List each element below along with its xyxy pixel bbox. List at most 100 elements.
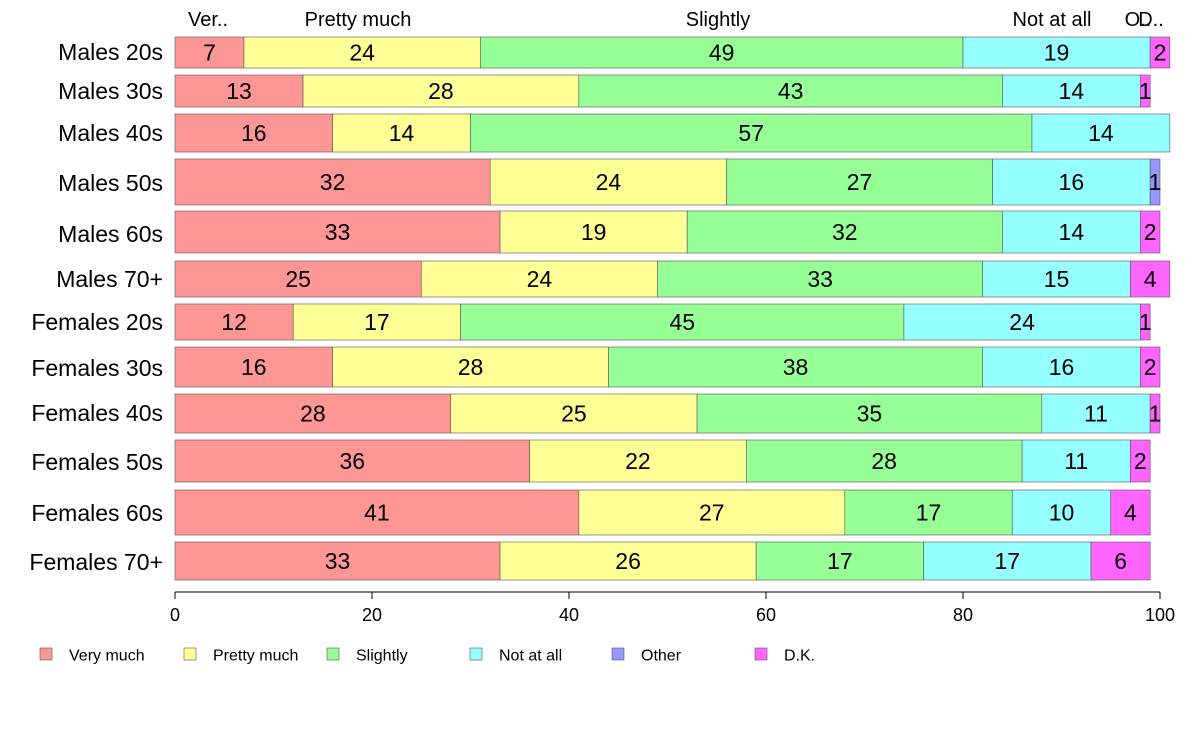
bar-segment-females-30s-d-k [1140, 346, 1161, 388]
data-label-males-20s-not-at-all: 19 [1044, 40, 1070, 66]
data-label-females-50s-pretty-much: 22 [625, 448, 651, 474]
data-label-females-50s-not-at-all: 11 [1064, 448, 1088, 474]
data-label-males-40s-slightly: 57 [738, 120, 764, 146]
data-label-females-50s-slightly: 28 [871, 448, 897, 474]
data-label-males-20s-very-much: 7 [203, 40, 216, 66]
bar-segment-females-70-very-much [174, 541, 501, 581]
x-tick-label-100: 100 [1145, 605, 1175, 625]
data-label-females-70-pretty-much: 26 [615, 548, 641, 574]
bar-segment-females-60s-slightly [844, 489, 1013, 536]
row-label-males-60s: Males 60s [58, 221, 163, 247]
bar-segment-females-60s-not-at-all [1011, 489, 1112, 536]
bar-segment-females-70-d-k [1090, 541, 1151, 581]
data-label-females-40s-d-k: 1 [1149, 401, 1162, 427]
bar-segment-males-70-very-much [174, 260, 422, 298]
bar-segment-females-40s-not-at-all [1041, 393, 1151, 434]
bar-segment-males-60s-d-k [1140, 210, 1161, 254]
row-label-females-40s: Females 40s [31, 400, 163, 426]
bar-segment-males-60s-not-at-all [1002, 210, 1141, 254]
bar-segment-males-60s-very-much [174, 210, 501, 254]
data-label-males-60s-very-much: 33 [325, 219, 351, 245]
data-label-females-70-slightly: 17 [827, 548, 853, 574]
data-label-males-40s-very-much: 16 [241, 120, 267, 146]
data-label-males-70-d-k: 4 [1144, 266, 1157, 292]
x-tick-label-0: 0 [170, 605, 180, 625]
legend: Very much Pretty much Slightly Not at all Ot… [39, 647, 815, 665]
top-category-labels: Ver.. Pretty much Slightly Not at all O..D.. [188, 9, 1164, 31]
data-label-females-70-d-k: 6 [1114, 548, 1127, 574]
bar-segment-males-30s-pretty-much [302, 74, 580, 108]
bar-segment-females-30s-very-much [174, 346, 333, 388]
data-label-males-40s-not-at-all: 14 [1088, 120, 1114, 146]
bar-segment-females-50s-very-much [174, 439, 530, 483]
row-labels: Males 20s Males 30s Males 40s Males 50s Male… [29, 39, 163, 575]
data-label-males-30s-not-at-all: 14 [1059, 78, 1085, 104]
data-label-females-40s-not-at-all: 11 [1084, 401, 1108, 427]
data-label-females-20s-d-k: 1 [1139, 309, 1152, 335]
data-label-males-30s-very-much: 13 [226, 78, 252, 104]
data-label-males-60s-pretty-much: 19 [581, 219, 607, 245]
data-label-females-20s-very-much: 12 [221, 309, 247, 335]
data-label-males-30s-d-k: 1 [1139, 78, 1152, 104]
data-label-males-60s-d-k: 2 [1144, 219, 1157, 245]
bar-segment-males-50s-very-much [174, 158, 491, 206]
data-label-females-60s-not-at-all: 10 [1049, 500, 1075, 526]
data-label-males-70-pretty-much: 24 [527, 266, 553, 292]
data-label-males-70-slightly: 33 [807, 266, 833, 292]
legend-label-d-k: D.K. [784, 648, 815, 665]
bar-segment-females-20s-d-k [1140, 303, 1151, 341]
bar-segment-females-40s-d-k [1149, 393, 1161, 434]
bar-segment-females-30s-slightly [608, 346, 984, 388]
data-label-females-30s-very-much: 16 [241, 354, 267, 380]
data-label-males-70-very-much: 25 [285, 266, 311, 292]
data-label-females-50s-d-k: 2 [1134, 448, 1147, 474]
legend-swatch-other [611, 647, 625, 661]
bar-segment-females-60s-pretty-much [578, 489, 846, 536]
legend-label-not-at-all: Not at all [499, 648, 562, 665]
bar-segment-females-50s-d-k [1130, 439, 1151, 483]
bar-segment-females-40s-very-much [174, 393, 452, 434]
row-label-females-30s: Females 30s [31, 355, 163, 381]
data-label-males-50s-very-much: 32 [320, 169, 346, 195]
data-label-females-30s-slightly: 38 [783, 354, 809, 380]
bar-segment-females-30s-pretty-much [332, 346, 609, 388]
bar-segment-males-60s-pretty-much [499, 210, 688, 254]
row-label-males-20s: Males 20s [58, 39, 163, 65]
data-label-males-50s-not-at-all: 16 [1059, 169, 1085, 195]
data-label-females-40s-slightly: 35 [857, 401, 883, 427]
bar-segment-males-40s-pretty-much [332, 113, 471, 153]
data-label-females-20s-slightly: 45 [669, 309, 695, 335]
top-label-slightly: Slightly [686, 9, 750, 31]
data-label-females-40s-pretty-much: 25 [561, 401, 587, 427]
bar-segment-males-60s-slightly [686, 210, 1003, 254]
bar-segment-males-40s-not-at-all [1031, 113, 1171, 153]
data-label-females-30s-pretty-much: 28 [458, 354, 484, 380]
data-label-females-60s-slightly: 17 [916, 500, 942, 526]
bar-segment-females-60s-d-k [1110, 489, 1151, 536]
x-tick-label-20: 20 [362, 605, 382, 625]
data-label-females-40s-very-much: 28 [300, 401, 326, 427]
bar-segment-males-40s-slightly [470, 113, 1033, 153]
legend-swatch-very-much [39, 647, 53, 661]
data-label-males-20s-pretty-much: 24 [349, 40, 375, 66]
data-label-males-50s-other: 1 [1149, 169, 1162, 195]
data-label-males-50s-slightly: 27 [847, 169, 873, 195]
data-label-males-60s-not-at-all: 14 [1059, 219, 1085, 245]
bar-segment-females-20s-very-much [174, 303, 294, 341]
x-axis: 0 20 40 60 80 100 [170, 591, 1175, 625]
bar-segment-males-50s-pretty-much [489, 158, 727, 206]
bar-segment-females-30s-not-at-all [982, 346, 1141, 388]
data-label-males-70-not-at-all: 15 [1044, 266, 1070, 292]
bar-segment-males-70-d-k [1130, 260, 1171, 298]
legend-label-slightly: Slightly [356, 648, 408, 665]
legend-label-pretty-much: Pretty much [213, 648, 298, 665]
row-label-males-50s: Males 50s [58, 170, 163, 196]
bar-segment-males-20s-d-k [1149, 36, 1171, 69]
data-label-females-70-not-at-all: 17 [995, 548, 1021, 574]
bar-segment-males-20s-pretty-much [243, 36, 481, 69]
top-label-ver: Ver.. [188, 9, 228, 31]
bar-segment-males-30s-d-k [1140, 74, 1151, 108]
row-label-females-50s: Females 50s [31, 449, 163, 475]
data-label-males-60s-slightly: 32 [832, 219, 858, 245]
